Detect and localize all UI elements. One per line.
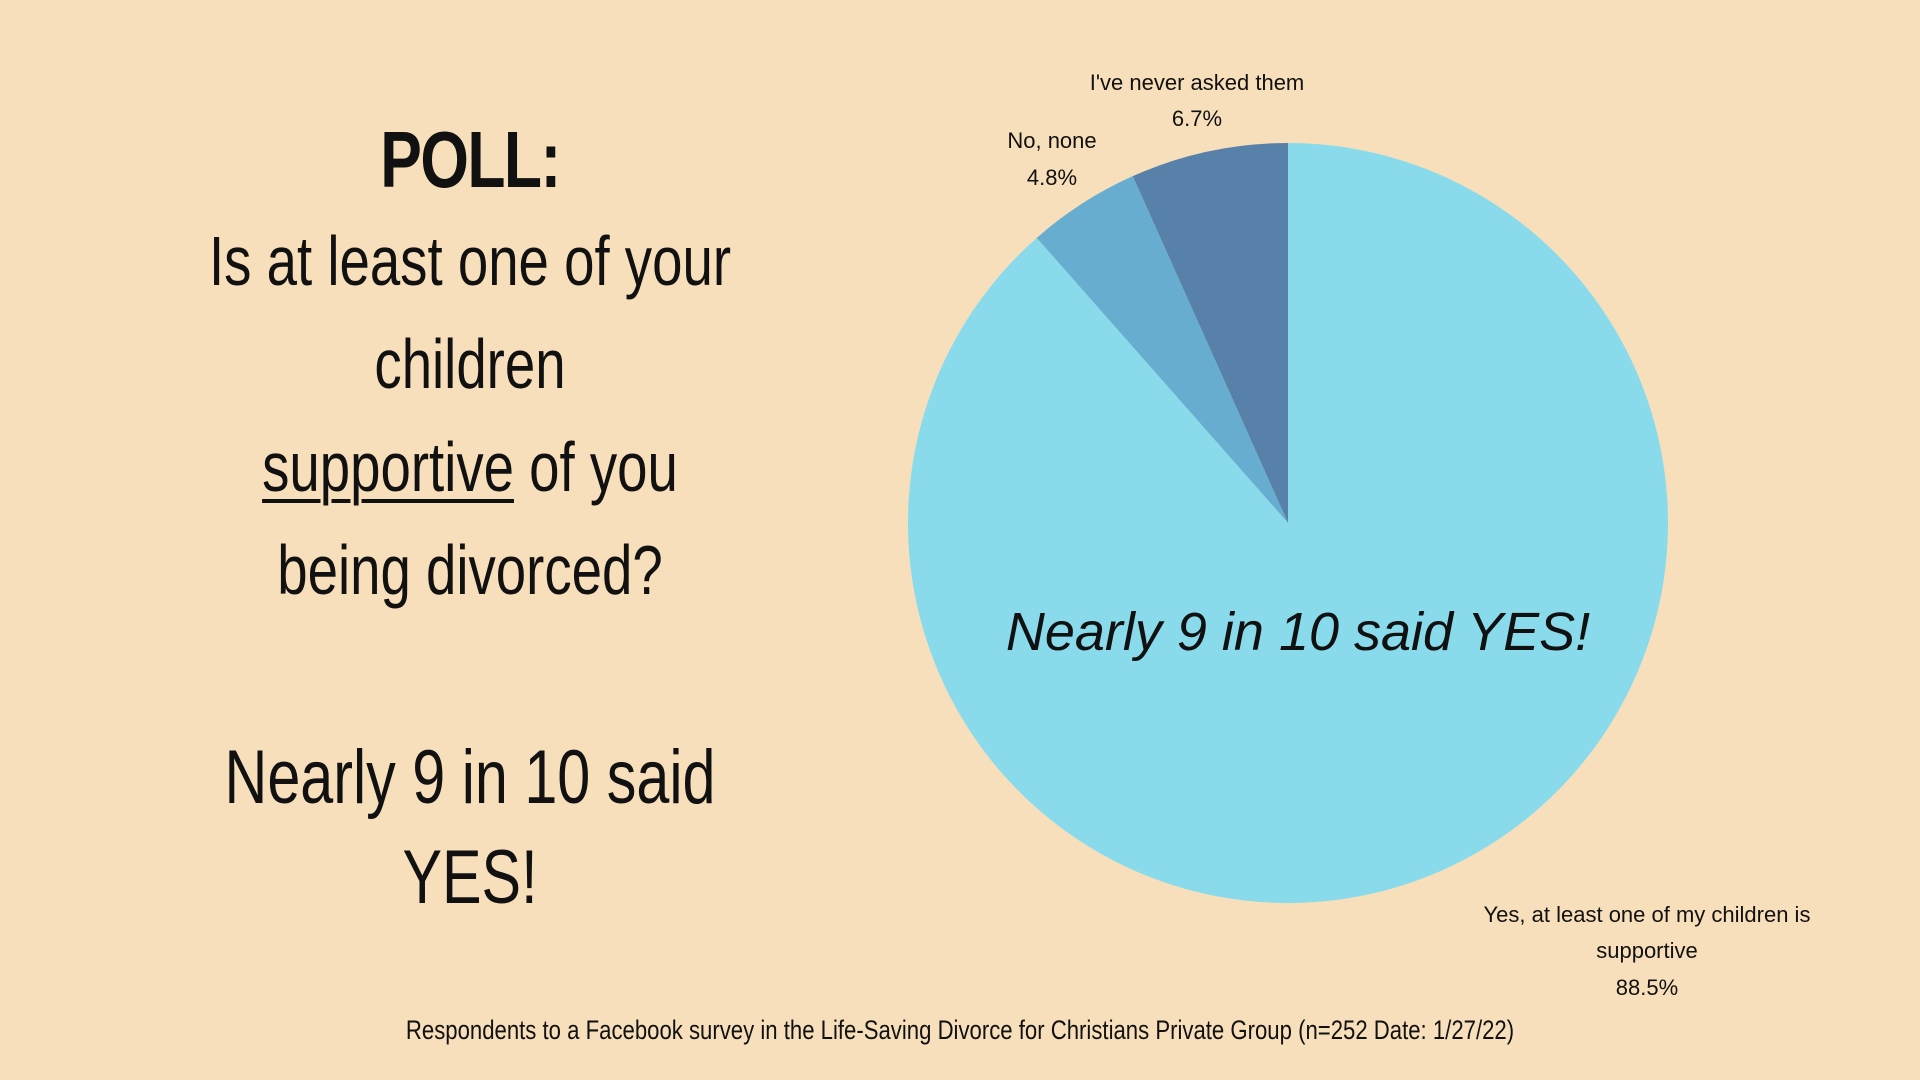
poll-label: POLL: bbox=[380, 115, 561, 204]
answer-headline: Nearly 9 in 10 said YES! bbox=[224, 735, 716, 920]
question-emphasis: supportive bbox=[262, 428, 514, 506]
pie-slice-yes bbox=[908, 143, 1669, 903]
question-part-1: Is at least one of your children bbox=[208, 222, 732, 403]
slice-label-yes: Yes, at least one of my children is supp… bbox=[1484, 902, 1811, 1000]
poll-question-block: POLL: Is at least one of your children s… bbox=[120, 110, 820, 622]
slice-label-never-asked-text: I've never asked them bbox=[1090, 70, 1305, 95]
poll-question: Is at least one of your children support… bbox=[197, 210, 743, 622]
slice-value-yes: 88.5% bbox=[1616, 975, 1678, 1000]
pie-slice-never-asked bbox=[1132, 143, 1288, 523]
slice-label-yes-line2: supportive bbox=[1596, 938, 1698, 963]
slice-label-no-none-text: No, none bbox=[1007, 128, 1096, 153]
slice-label-no-none: No, none 4.8% bbox=[1007, 128, 1096, 190]
pie-slice-no-none bbox=[1036, 176, 1288, 524]
slice-label-never-asked: I've never asked them 6.7% bbox=[1090, 70, 1305, 131]
pie-slices bbox=[908, 143, 1669, 903]
question-part-2: of you being divorced? bbox=[277, 428, 678, 609]
slice-label-yes-line1: Yes, at least one of my children is bbox=[1484, 902, 1811, 927]
pie-center-callout: Nearly 9 in 10 said YES! bbox=[1006, 602, 1590, 662]
slice-value-never-asked: 6.7% bbox=[1172, 106, 1222, 131]
footer-note: Respondents to a Facebook survey in the … bbox=[405, 1015, 1515, 1045]
slice-value-no-none: 4.8% bbox=[1027, 165, 1077, 190]
